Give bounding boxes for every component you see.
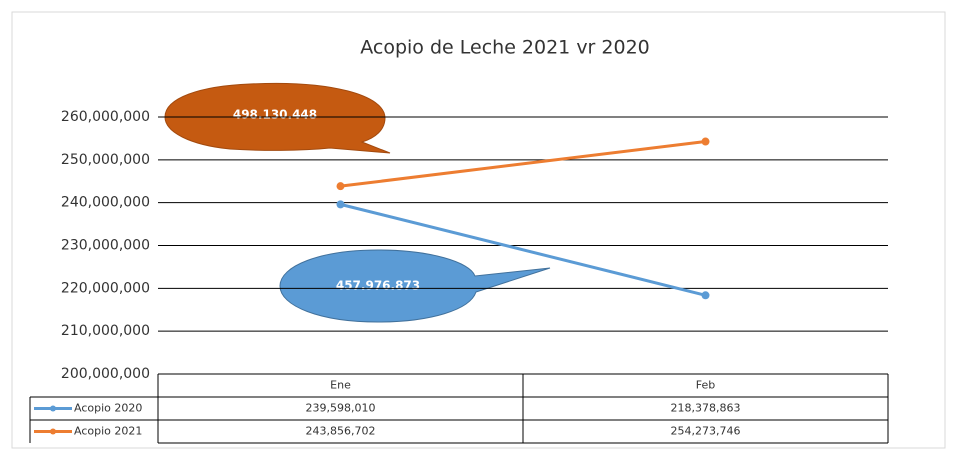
table-value: 218,378,863 xyxy=(671,402,741,415)
annotation: 457.976.873 xyxy=(336,279,420,293)
annotation: 498.130.448 xyxy=(233,108,317,122)
legend-marker xyxy=(50,405,56,412)
callout-shape xyxy=(164,82,391,154)
point xyxy=(336,200,345,209)
point xyxy=(701,291,710,300)
y-tick-label: 240,000,000 xyxy=(61,195,150,211)
callout-shape xyxy=(279,249,551,323)
callout-blue xyxy=(279,249,551,323)
series-line xyxy=(340,140,706,188)
table-value: 254,273,746 xyxy=(671,425,741,438)
chart-border xyxy=(11,11,946,449)
legend-marker xyxy=(50,428,56,435)
y-tick-label: 250,000,000 xyxy=(61,152,150,168)
x-tick-label: Ene xyxy=(330,379,351,392)
y-tick-label: 210,000,000 xyxy=(61,323,150,339)
y-tick-label: 220,000,000 xyxy=(61,280,150,296)
point xyxy=(701,137,710,146)
y-tick-label: 260,000,000 xyxy=(61,109,150,125)
callout-orange xyxy=(164,82,391,154)
y-tick-label: 230,000,000 xyxy=(61,238,150,254)
x-tick-label: Feb xyxy=(696,379,715,392)
table-value: 239,598,010 xyxy=(306,402,376,415)
series-line xyxy=(340,202,706,297)
legend-label: Acopio 2021 xyxy=(74,425,142,438)
point xyxy=(336,182,345,191)
table-value: 243,856,702 xyxy=(306,425,376,438)
legend-label: Acopio 2020 xyxy=(74,402,142,415)
chart-title: Acopio de Leche 2021 vr 2020 xyxy=(360,37,650,59)
y-tick-label: 200,000,000 xyxy=(61,366,150,382)
